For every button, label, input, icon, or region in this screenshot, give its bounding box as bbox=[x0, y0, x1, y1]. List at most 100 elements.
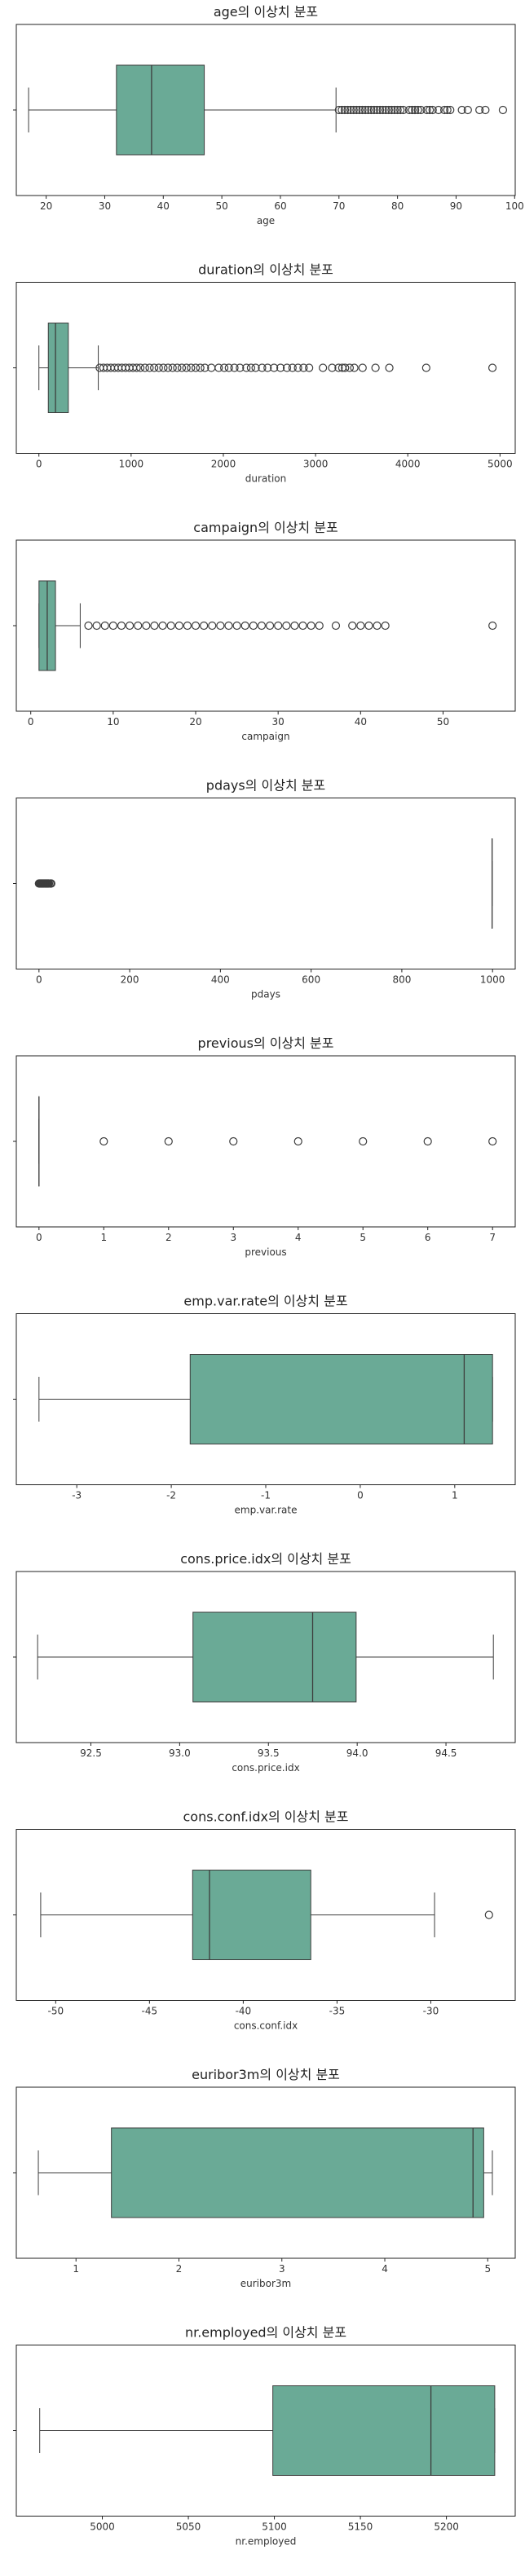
outlier-point bbox=[99, 1136, 108, 1146]
outlier-point bbox=[378, 105, 387, 115]
outlier-point bbox=[417, 105, 426, 115]
outlier-point bbox=[345, 363, 355, 372]
plot-frame bbox=[15, 539, 516, 712]
outlier-point bbox=[446, 105, 455, 115]
outlier-point bbox=[208, 621, 217, 631]
outlier-point bbox=[334, 105, 343, 115]
outlier-point bbox=[426, 105, 435, 115]
plot-frame bbox=[15, 282, 516, 454]
outlier-point bbox=[373, 621, 382, 631]
outlier-point bbox=[191, 363, 201, 372]
outlier-point bbox=[341, 363, 350, 372]
x-tick-label: 1000 bbox=[480, 974, 505, 986]
outlier-point bbox=[358, 105, 367, 115]
x-axis-label: previous bbox=[245, 1246, 286, 1258]
x-tick-label: 93.0 bbox=[169, 1747, 191, 1759]
x-tick-label: 200 bbox=[121, 974, 139, 986]
chart-title: cons.conf.idx의 이상치 분포 bbox=[183, 1809, 349, 1825]
outlier-point bbox=[340, 105, 350, 115]
plot-frame bbox=[15, 2086, 516, 2259]
chart-title: emp.var.rate의 이상치 분포 bbox=[183, 1294, 347, 1309]
outlier-point bbox=[307, 621, 315, 631]
x-tick-label: 3 bbox=[230, 1232, 236, 1243]
outlier-point bbox=[355, 105, 364, 115]
iqr-box bbox=[47, 323, 69, 413]
outlier-point bbox=[481, 105, 490, 115]
outlier-point bbox=[230, 363, 239, 372]
outlier-point bbox=[293, 363, 302, 372]
outlier-point bbox=[216, 621, 225, 631]
plot-frame bbox=[15, 1829, 516, 2001]
outlier-point bbox=[177, 363, 187, 372]
outlier-point bbox=[428, 105, 437, 115]
outlier-point bbox=[358, 363, 367, 372]
iqr-box bbox=[189, 1354, 493, 1444]
outlier-point bbox=[258, 363, 267, 372]
outlier-point bbox=[421, 363, 430, 372]
x-tick-label: 94.0 bbox=[346, 1747, 368, 1759]
outlier-point bbox=[182, 363, 191, 372]
outlier-point bbox=[132, 363, 141, 372]
outlier-point bbox=[371, 363, 380, 372]
x-axis-label: age bbox=[257, 215, 275, 226]
outlier-point bbox=[319, 363, 328, 372]
outlier-point bbox=[150, 363, 159, 372]
outlier-point bbox=[159, 363, 168, 372]
x-tick-label: 3000 bbox=[303, 459, 329, 470]
x-tick-label: 600 bbox=[302, 974, 320, 986]
iqr-box bbox=[111, 2127, 484, 2218]
outlier-point bbox=[488, 1136, 497, 1146]
outlier-point bbox=[246, 363, 256, 372]
outlier-point bbox=[382, 105, 390, 115]
outlier-point bbox=[364, 105, 373, 115]
chart-title: campaign의 이상치 분포 bbox=[193, 520, 338, 535]
outlier-point bbox=[201, 363, 210, 372]
outlier-point bbox=[361, 105, 370, 115]
outlier-point bbox=[224, 363, 233, 372]
outlier-point bbox=[140, 363, 149, 372]
outlier-point bbox=[290, 621, 299, 631]
outlier-point bbox=[288, 363, 297, 372]
outlier-point bbox=[274, 621, 283, 631]
outlier-point bbox=[150, 621, 159, 631]
outlier-point bbox=[334, 363, 343, 372]
chart-title: previous의 이상치 분포 bbox=[198, 1035, 334, 1051]
plot-frame bbox=[15, 2345, 516, 2517]
outlier-point bbox=[125, 621, 135, 631]
x-tick-label: 10 bbox=[107, 716, 119, 728]
chart-title: pdays의 이상치 분포 bbox=[206, 778, 325, 793]
outlier-point bbox=[457, 105, 466, 115]
x-tick-label: 20 bbox=[40, 200, 52, 212]
outlier-point bbox=[282, 363, 292, 372]
outlier-point bbox=[393, 105, 402, 115]
x-tick-label: 2000 bbox=[211, 459, 236, 470]
x-axis-label: cons.conf.idx bbox=[234, 2020, 298, 2032]
chart-title: duration의 이상치 분포 bbox=[198, 262, 333, 278]
x-tick-label: 5 bbox=[484, 2263, 491, 2275]
x-tick-label: -3 bbox=[72, 1490, 82, 1501]
outlier-point bbox=[384, 105, 393, 115]
x-tick-label: 5050 bbox=[176, 2521, 201, 2533]
x-axis-label: emp.var.rate bbox=[235, 1505, 298, 1516]
plot-frame bbox=[15, 1571, 516, 1743]
outlier-point bbox=[404, 105, 414, 115]
outlier-point bbox=[298, 621, 307, 631]
outlier-point bbox=[174, 621, 183, 631]
outlier-point bbox=[134, 621, 143, 631]
outlier-point bbox=[315, 621, 324, 631]
x-tick-label: 1 bbox=[452, 1490, 458, 1501]
x-tick-label: 5000 bbox=[488, 459, 513, 470]
outlier-point bbox=[475, 105, 484, 115]
iqr-box bbox=[192, 1611, 357, 1703]
outlier-point bbox=[163, 363, 173, 372]
outlier-point bbox=[352, 105, 361, 115]
outlier-point bbox=[305, 363, 314, 372]
outlier-point bbox=[158, 621, 167, 631]
x-tick-label: 5100 bbox=[262, 2521, 287, 2533]
x-tick-label: -1 bbox=[261, 1490, 271, 1501]
outlier-point bbox=[422, 105, 431, 115]
outlier-point bbox=[373, 105, 382, 115]
x-axis-label: campaign bbox=[241, 731, 289, 742]
x-tick-label: 50 bbox=[215, 200, 227, 212]
outlier-point bbox=[200, 621, 209, 631]
